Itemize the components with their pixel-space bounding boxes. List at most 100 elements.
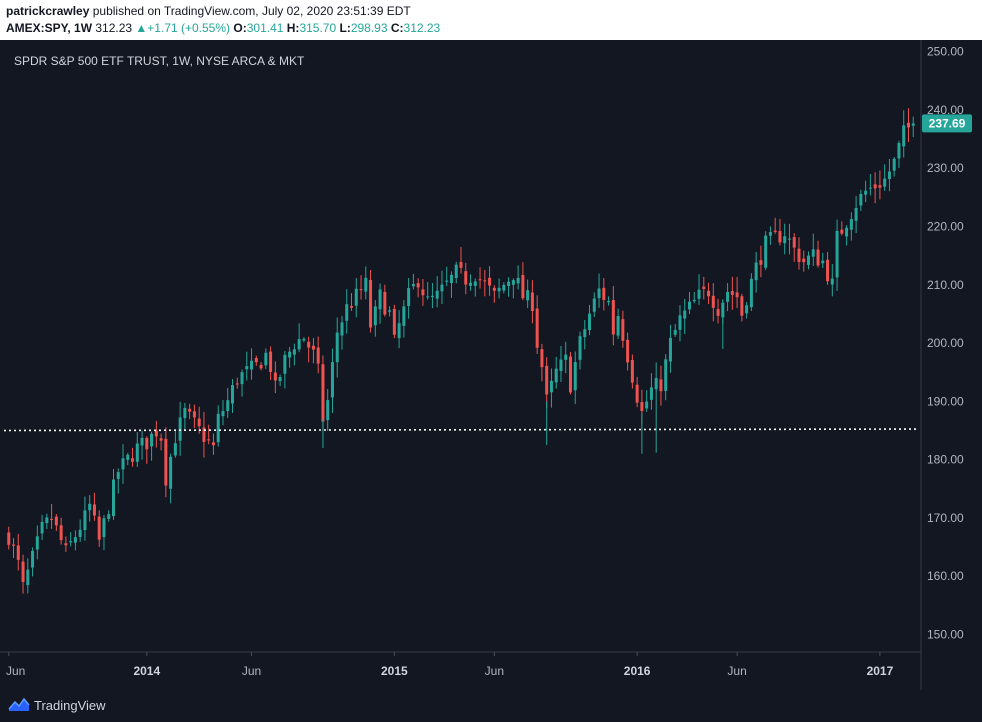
candle [307,336,311,363]
candle [245,351,249,381]
tradingview-logo-icon[interactable] [8,696,30,714]
candle-body [526,290,530,301]
candle-body [730,291,734,295]
candle-body [445,280,449,282]
candle-body [21,561,25,582]
candle-body [797,248,801,263]
candle-body [488,277,492,286]
candle [97,510,101,547]
tradingview-brand[interactable]: TradingView [34,698,106,713]
candle-body [283,354,287,374]
candle-body [78,529,82,537]
candle [83,496,87,541]
candle-body [692,299,696,302]
candle-body [378,289,382,310]
candle [607,296,611,306]
change-arrow-icon: ▲ [135,21,148,35]
candle-body [740,296,744,316]
candle-body [145,438,149,450]
candle [478,267,482,289]
candle [354,278,358,318]
time-axis[interactable]: Jun 2014 Jun 2015 Jun 2016 Jun 2017 [6,652,894,678]
candle [326,389,330,431]
candle-body [483,280,487,282]
candle-body [226,400,230,412]
candle-body [245,366,249,370]
candle-body [402,306,406,326]
candle [668,324,672,373]
footer: TradingView [0,690,982,722]
candle-body [716,309,720,316]
candle [626,332,630,371]
candle [887,158,891,192]
candle-body [421,289,425,296]
candle-body [607,300,611,303]
candle-body [773,230,777,232]
candle-body [573,362,577,391]
candle [521,262,525,301]
candle [216,405,220,447]
candle-body [202,427,206,442]
candle [749,273,753,311]
candle-body [668,337,672,362]
candle [697,274,701,305]
candle [164,427,168,498]
candle [102,514,106,551]
candle [402,299,406,338]
candle-body [849,219,853,230]
candle-body [264,352,268,366]
support-line[interactable] [3,428,919,432]
candle-body [88,503,92,511]
candle-body [211,442,215,446]
candle [359,275,363,300]
candle [111,468,115,520]
candle-body [711,295,715,308]
candle-body [16,545,20,560]
candle [778,218,782,246]
candle-body [340,322,344,336]
candle-body [26,569,30,586]
candle [421,278,425,306]
candle [411,273,415,290]
last-price-tag: 237.69 [922,114,972,133]
candle [350,293,354,311]
candle [445,266,449,287]
candle-body [649,387,653,400]
candle-body [235,383,239,385]
candle-body [131,458,135,462]
price-tick-label: 170.00 [927,511,964,525]
candle [526,279,530,309]
candle [197,406,201,434]
candle [283,350,287,389]
candle [69,532,73,547]
candle-body [164,438,168,486]
candle [140,430,144,460]
candle-body [83,510,87,531]
candle [235,377,239,389]
candle-body [288,351,292,358]
author-name[interactable]: patrickcrawley [6,4,90,18]
price-axis[interactable]: 250.00 240.00 230.00 220.00 210.00 200.00 190.… [927,45,964,642]
candle [868,174,872,196]
price-chart[interactable]: SPDR S&P 500 ETF TRUST, 1W, NYSE ARCA & … [0,40,982,690]
candle [116,468,120,494]
candle-body [292,349,296,355]
candle-body [411,283,415,287]
candle-body [311,345,315,350]
candle [154,420,158,448]
candle [45,513,49,530]
candle [59,517,63,545]
candle [269,346,273,381]
candle-body [783,236,787,244]
candle-body [369,280,373,328]
candle-body [35,536,39,550]
candle [335,317,339,378]
candle-body [302,338,306,341]
candle-body [97,516,101,540]
candle-body [102,518,106,537]
candle-body [416,283,420,288]
candle-body [159,438,163,441]
candle-body [764,235,768,268]
candle-body [350,306,354,308]
candle [630,354,634,389]
